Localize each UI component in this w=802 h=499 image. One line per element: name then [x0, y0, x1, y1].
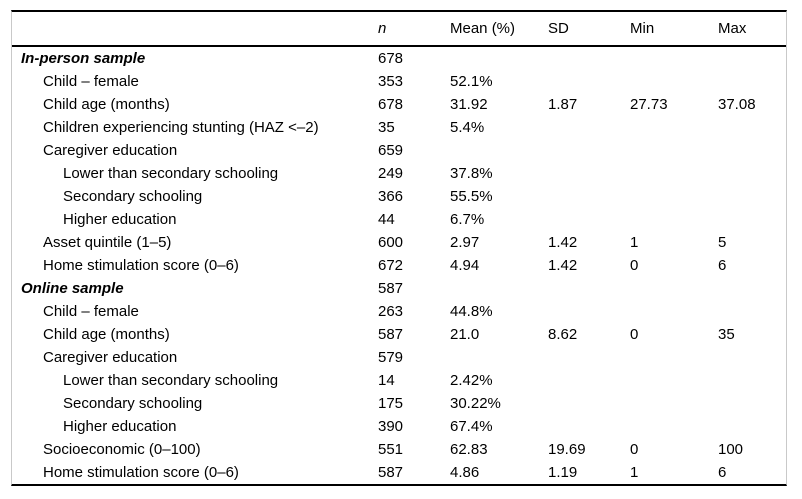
header-min: Min: [630, 20, 655, 37]
row-label: Asset quintile (1–5): [43, 234, 172, 251]
row-label: Socioeconomic (0–100): [43, 441, 201, 458]
row-label: Child – female: [43, 303, 139, 320]
table-row: Asset quintile (1–5) 600 2.97 1.42 1 5: [12, 231, 786, 254]
cell-n: 35: [378, 119, 395, 136]
cell-n: 659: [378, 142, 404, 159]
cell-max: 35: [718, 326, 735, 343]
table-row: Socioeconomic (0–100) 551 62.83 19.69 0 …: [12, 438, 786, 461]
header-sd: SD: [548, 20, 569, 37]
row-label: Lower than secondary schooling: [63, 165, 279, 182]
table-row: Child age (months) 678 31.92 1.87 27.73 …: [12, 93, 786, 116]
cell-max: 37.08: [718, 96, 756, 113]
table-header-row: n Mean (%) SD Min Max: [12, 12, 786, 47]
table-row: In-person sample 678: [12, 47, 786, 70]
cell-mean: 37.8%: [450, 165, 493, 182]
cell-mean: 2.42%: [450, 372, 493, 389]
cell-mean: 2.97: [450, 234, 480, 251]
cell-n: 551: [378, 441, 404, 458]
table-row: Caregiver education 579: [12, 346, 786, 369]
cell-min: 1: [630, 234, 639, 251]
row-label: Children experiencing stunting (HAZ <–2): [43, 119, 319, 136]
table-row: Secondary schooling 366 55.5%: [12, 185, 786, 208]
cell-sd: 1.19: [548, 464, 578, 481]
cell-mean: 30.22%: [450, 395, 501, 412]
row-label: Secondary schooling: [63, 188, 203, 205]
cell-mean: 6.7%: [450, 211, 485, 228]
table-body: In-person sample 678 Child – female 353 …: [12, 47, 786, 484]
cell-n: 14: [378, 372, 395, 389]
table-row: Lower than secondary schooling 14 2.42%: [12, 369, 786, 392]
cell-max: 6: [718, 464, 727, 481]
cell-min: 0: [630, 257, 639, 274]
table-row: Online sample 587: [12, 277, 786, 300]
row-label: Home stimulation score (0–6): [43, 464, 239, 481]
cell-n: 600: [378, 234, 404, 251]
cell-n: 390: [378, 418, 404, 435]
cell-n: 672: [378, 257, 404, 274]
cell-min: 1: [630, 464, 639, 481]
cell-n: 175: [378, 395, 404, 412]
cell-mean: 44.8%: [450, 303, 493, 320]
cell-mean: 21.0: [450, 326, 480, 343]
cell-mean: 55.5%: [450, 188, 493, 205]
header-mean: Mean (%): [450, 20, 516, 37]
table-row: Higher education 44 6.7%: [12, 208, 786, 231]
cell-n: 249: [378, 165, 404, 182]
cell-sd: 1.42: [548, 234, 578, 251]
cell-mean: 67.4%: [450, 418, 493, 435]
row-label: Higher education: [63, 211, 177, 228]
cell-n: 587: [378, 280, 404, 297]
cell-n: 678: [378, 96, 404, 113]
cell-n: 44: [378, 211, 395, 228]
row-label: Child – female: [43, 73, 139, 90]
cell-n: 263: [378, 303, 404, 320]
cell-mean: 5.4%: [450, 119, 485, 136]
cell-n: 587: [378, 464, 404, 481]
cell-mean: 4.86: [450, 464, 480, 481]
table-row: Home stimulation score (0–6) 672 4.94 1.…: [12, 254, 786, 277]
row-label: Caregiver education: [43, 349, 178, 366]
table-row: Caregiver education 659: [12, 139, 786, 162]
cell-n: 587: [378, 326, 404, 343]
cell-sd: 1.87: [548, 96, 578, 113]
cell-mean: 31.92: [450, 96, 488, 113]
row-label: Caregiver education: [43, 142, 178, 159]
table-row: Secondary schooling 175 30.22%: [12, 392, 786, 415]
cell-min: 27.73: [630, 96, 668, 113]
cell-sd: 8.62: [548, 326, 578, 343]
row-label: Home stimulation score (0–6): [43, 257, 239, 274]
cell-sd: 1.42: [548, 257, 578, 274]
header-max: Max: [718, 20, 747, 37]
table-row: Child age (months) 587 21.0 8.62 0 35: [12, 323, 786, 346]
table-row: Children experiencing stunting (HAZ <–2)…: [12, 116, 786, 139]
cell-mean: 62.83: [450, 441, 488, 458]
cell-mean: 4.94: [450, 257, 480, 274]
descriptive-statistics-table: n Mean (%) SD Min Max In-person sample 6…: [11, 10, 787, 486]
cell-n: 353: [378, 73, 404, 90]
row-label: Child age (months): [43, 326, 170, 343]
cell-max: 6: [718, 257, 727, 274]
row-label: Child age (months): [43, 96, 170, 113]
row-label: Lower than secondary schooling: [63, 372, 279, 389]
table-row: Home stimulation score (0–6) 587 4.86 1.…: [12, 461, 786, 484]
table-row: Higher education 390 67.4%: [12, 415, 786, 438]
cell-n: 678: [378, 50, 404, 67]
cell-mean: 52.1%: [450, 73, 493, 90]
table-row: Child – female 263 44.8%: [12, 300, 786, 323]
table-row: Lower than secondary schooling 249 37.8%: [12, 162, 786, 185]
cell-min: 0: [630, 326, 639, 343]
cell-n: 579: [378, 349, 404, 366]
cell-min: 0: [630, 441, 639, 458]
cell-max: 5: [718, 234, 727, 251]
row-label: Higher education: [63, 418, 177, 435]
cell-max: 100: [718, 441, 744, 458]
header-n: n: [378, 20, 387, 37]
cell-sd: 19.69: [548, 441, 586, 458]
row-label: Online sample: [21, 280, 124, 297]
cell-n: 366: [378, 188, 404, 205]
table-row: Child – female 353 52.1%: [12, 70, 786, 93]
row-label: In-person sample: [21, 50, 146, 67]
row-label: Secondary schooling: [63, 395, 203, 412]
